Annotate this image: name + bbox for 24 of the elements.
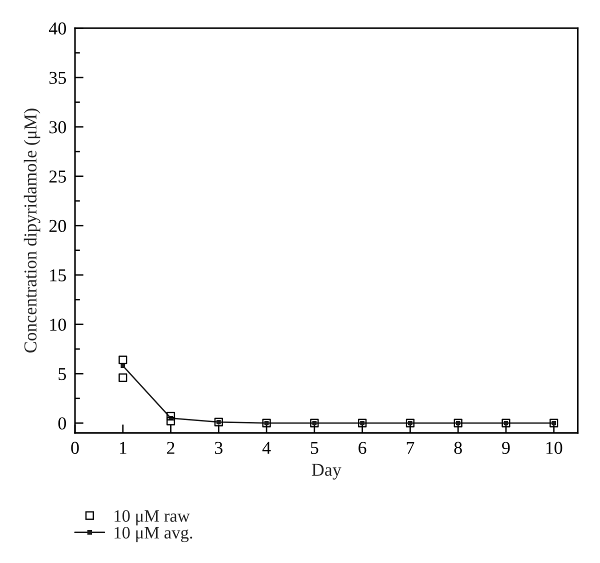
y-tick-label: 35	[49, 72, 66, 84]
y-axis-title: Concentration dipyridamole (μM)	[24, 108, 40, 352]
x-tick-label: 0	[71, 442, 79, 454]
x-tick-label: 9	[502, 442, 510, 454]
x-tick-label: 2	[167, 442, 174, 454]
y-tick-label: 30	[49, 121, 66, 134]
x-tick-label: 5	[310, 442, 318, 454]
x-tick-label: 4	[262, 442, 271, 454]
y-tick-label: 20	[49, 220, 66, 232]
legend-label: 10 μM raw	[114, 510, 190, 526]
y-tick-label: 25	[49, 170, 66, 183]
x-tick-label: 6	[358, 442, 366, 454]
x-tick-label: 7	[406, 442, 414, 454]
y-tick-label: 15	[50, 269, 66, 282]
y-tick-label: 40	[48, 22, 66, 35]
x-tick-label: 3	[215, 442, 222, 454]
x-tick-label: 10	[546, 442, 562, 454]
x-tick-label: 8	[454, 442, 462, 454]
y-tick-label: 10	[50, 318, 66, 331]
x-tick-label: 1	[120, 442, 126, 454]
x-axis-title: Day	[312, 464, 342, 480]
legend-label: 10 μM avg.	[114, 526, 192, 542]
y-tick-label: 0	[58, 417, 66, 430]
y-tick-label: 5	[58, 368, 66, 380]
